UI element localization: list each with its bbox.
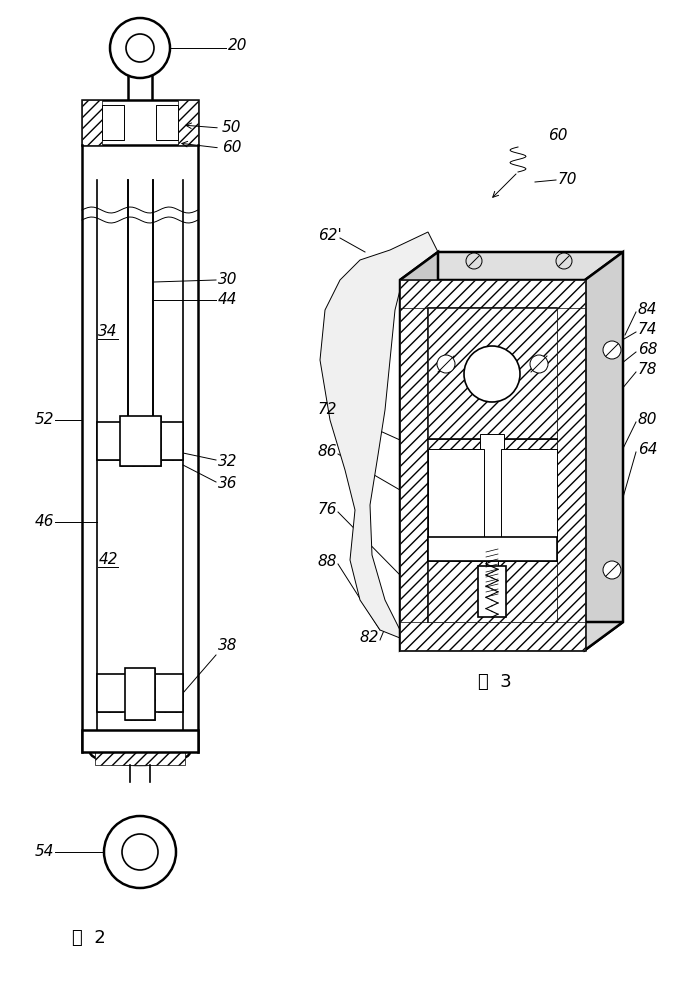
Bar — [125, 668, 155, 720]
Bar — [97, 422, 122, 460]
Text: 84: 84 — [638, 302, 657, 318]
Bar — [400, 280, 585, 650]
Text: 38: 38 — [218, 638, 238, 652]
Circle shape — [437, 355, 455, 373]
Circle shape — [530, 355, 548, 373]
Circle shape — [466, 253, 482, 269]
Text: 46: 46 — [35, 514, 55, 530]
Bar — [82, 730, 198, 752]
Bar — [428, 308, 557, 622]
Bar — [178, 100, 198, 145]
Polygon shape — [400, 252, 438, 650]
Bar — [97, 422, 183, 460]
Bar — [156, 105, 178, 140]
Text: 80: 80 — [638, 412, 657, 428]
Bar — [400, 280, 428, 650]
Bar — [501, 449, 557, 538]
Text: 62': 62' — [318, 228, 342, 242]
Text: 20: 20 — [228, 37, 248, 52]
Text: 50: 50 — [222, 120, 242, 135]
Circle shape — [110, 18, 170, 78]
Circle shape — [122, 834, 158, 870]
Ellipse shape — [90, 739, 190, 765]
Text: 34: 34 — [98, 324, 118, 340]
Bar — [557, 280, 585, 650]
Circle shape — [104, 816, 176, 888]
Bar — [97, 674, 183, 712]
Bar — [102, 105, 124, 140]
Circle shape — [126, 34, 154, 62]
Text: 88: 88 — [318, 554, 338, 570]
Text: 36: 36 — [218, 477, 238, 491]
Text: 30: 30 — [218, 272, 238, 288]
Bar — [428, 449, 484, 538]
Text: 86: 86 — [318, 444, 338, 460]
Bar — [428, 308, 557, 439]
Text: 60: 60 — [548, 127, 567, 142]
Bar — [102, 105, 124, 140]
Text: 图  3: 图 3 — [478, 673, 512, 691]
Text: 76: 76 — [318, 502, 338, 518]
Text: 74: 74 — [638, 322, 657, 338]
Circle shape — [603, 341, 621, 359]
Bar — [82, 100, 102, 145]
Bar — [82, 730, 198, 752]
Bar — [428, 561, 557, 622]
Text: 44: 44 — [218, 292, 238, 308]
Bar — [400, 622, 585, 650]
Text: 54: 54 — [35, 844, 55, 859]
Circle shape — [464, 346, 520, 402]
Circle shape — [556, 253, 572, 269]
Bar — [486, 548, 498, 597]
Bar — [156, 105, 178, 140]
Text: 42: 42 — [98, 552, 118, 568]
Bar — [97, 674, 122, 712]
Bar — [400, 280, 585, 308]
Bar — [428, 439, 557, 553]
Bar — [428, 537, 557, 561]
Bar — [158, 422, 183, 460]
Bar — [480, 434, 504, 558]
Text: 60: 60 — [222, 140, 242, 155]
Text: 70: 70 — [558, 172, 577, 188]
Bar — [428, 561, 557, 622]
Text: 68: 68 — [638, 342, 657, 358]
Bar — [478, 566, 506, 617]
Bar — [120, 416, 161, 466]
Text: 图  2: 图 2 — [72, 929, 106, 947]
Text: 32: 32 — [218, 454, 238, 470]
Text: 78: 78 — [638, 362, 657, 377]
Text: 82: 82 — [360, 631, 380, 646]
Bar — [95, 752, 185, 765]
Bar — [120, 416, 161, 466]
Text: 52: 52 — [35, 412, 55, 428]
Polygon shape — [400, 252, 623, 280]
Polygon shape — [320, 232, 438, 640]
Polygon shape — [585, 252, 623, 650]
Circle shape — [603, 561, 621, 579]
Bar — [428, 537, 557, 561]
Bar — [158, 674, 183, 712]
Text: 64: 64 — [638, 442, 657, 458]
Text: 72: 72 — [318, 402, 338, 418]
Bar — [82, 100, 198, 145]
Polygon shape — [400, 622, 623, 650]
Bar — [125, 668, 155, 720]
